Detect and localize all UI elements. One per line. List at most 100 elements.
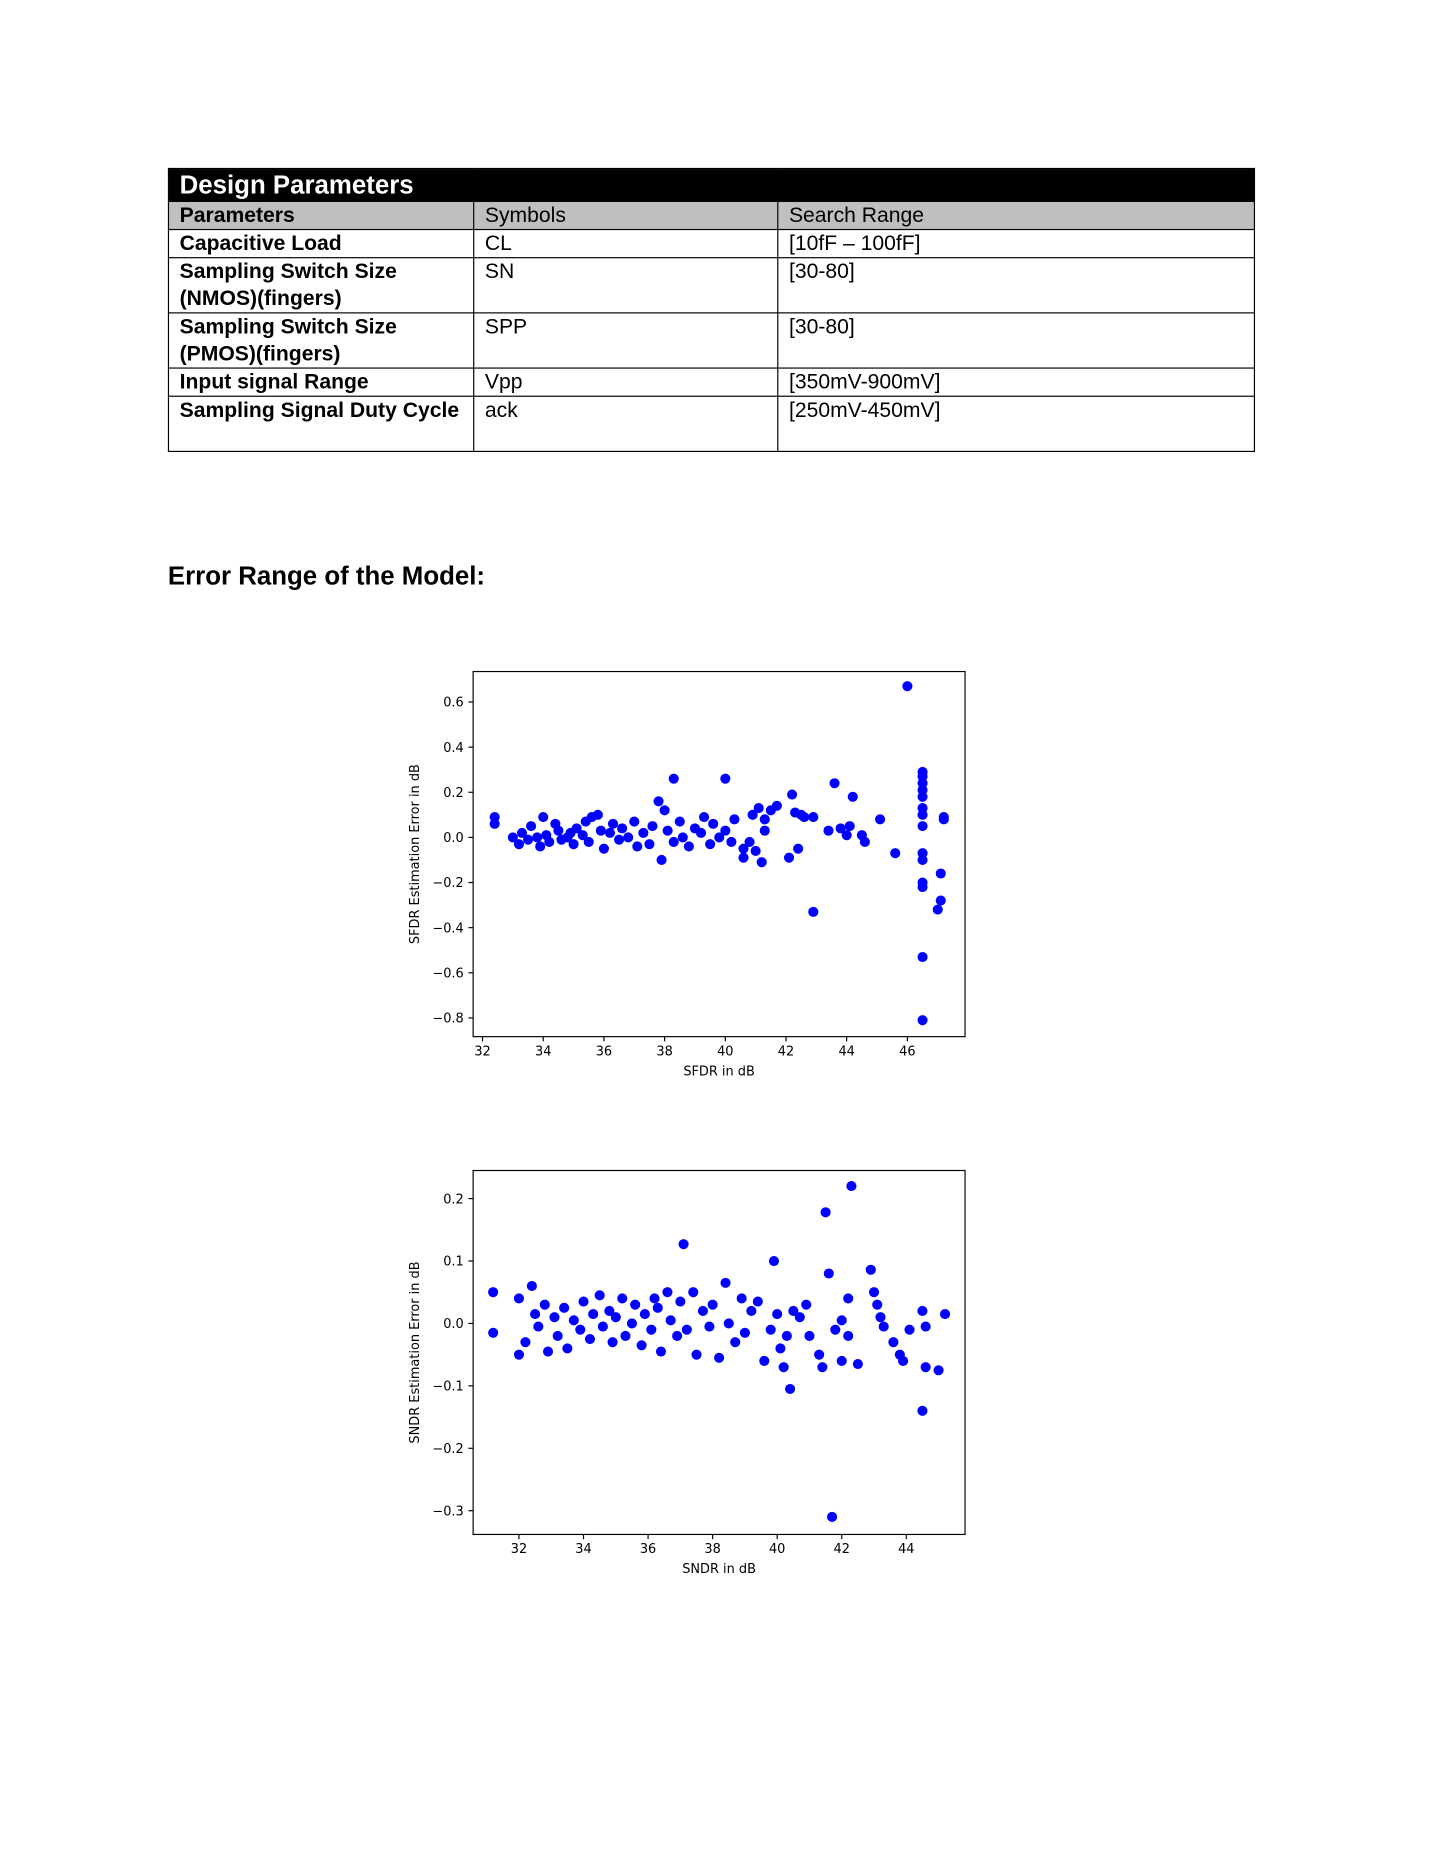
point (562, 1343, 573, 1354)
point (781, 1330, 792, 1341)
cell: Vpp (473, 367, 779, 397)
cell: CL (473, 228, 779, 259)
point (607, 1337, 618, 1348)
point (559, 1302, 570, 1313)
point (827, 1511, 838, 1523)
point (526, 1280, 537, 1292)
cell: [30-80] (777, 312, 1256, 369)
point (607, 818, 619, 829)
point (935, 868, 946, 879)
point (830, 1324, 841, 1335)
point (668, 773, 679, 784)
cell: [350mV-900mV] (777, 367, 1256, 397)
y-axis-label: SNDR Estimation Error in dB (408, 1261, 423, 1443)
point (544, 836, 555, 847)
point (890, 848, 901, 859)
point (577, 830, 588, 841)
point (917, 854, 928, 866)
point (610, 1312, 621, 1323)
point (720, 1277, 731, 1288)
point (841, 830, 852, 841)
point (584, 1334, 596, 1345)
point (526, 821, 537, 832)
point (655, 1346, 667, 1357)
point (677, 832, 688, 843)
point (752, 1296, 763, 1307)
y-tick-label: −0.8 (432, 1012, 463, 1027)
point (656, 854, 667, 866)
point (538, 812, 549, 823)
point (691, 1349, 702, 1360)
cell: Sampling Signal Duty Cycle (167, 395, 475, 452)
point (852, 1358, 863, 1370)
point (674, 816, 685, 827)
cell: SPP (473, 312, 779, 369)
point (902, 681, 913, 692)
point (729, 814, 740, 825)
point (568, 1315, 579, 1326)
point (823, 825, 834, 836)
point (747, 809, 758, 820)
row: Sampling Switch Size (NMOS)(fingers) SN [3… (167, 257, 1256, 314)
cell: [250mV-450mV] (777, 395, 1256, 452)
point (553, 825, 564, 836)
point (787, 789, 798, 800)
point (898, 1355, 909, 1366)
point (488, 1287, 499, 1298)
table-title: Design Parameters (167, 167, 1256, 202)
point (746, 1305, 757, 1317)
point (759, 825, 770, 836)
point (720, 825, 731, 836)
point (678, 1239, 689, 1250)
header-cell: Search Range (777, 200, 1256, 231)
point (888, 1337, 899, 1348)
x-tick-label: 36 (640, 1542, 656, 1557)
point (617, 823, 628, 834)
point (793, 843, 804, 854)
point (595, 825, 606, 836)
x-tick-label: 34 (575, 1542, 591, 1557)
point (847, 791, 858, 802)
row: Capacitive Load CL [10fF – 100fF] (167, 228, 1256, 259)
point (542, 1346, 554, 1357)
x-tick-label: 46 (899, 1044, 915, 1059)
point (532, 832, 543, 843)
point (835, 823, 846, 834)
point (875, 1312, 886, 1323)
y-tick-label: 0.0 (443, 831, 464, 846)
y-tick-label: 0.0 (443, 1317, 464, 1332)
plot-frame (472, 1169, 966, 1536)
section-heading: Error Range of the Model: (167, 561, 486, 591)
point (920, 1362, 931, 1373)
cell: Sampling Switch Size (NMOS)(fingers) (167, 257, 475, 314)
point (530, 1309, 541, 1320)
point (632, 841, 643, 852)
point (720, 773, 731, 784)
y-axis-label: SFDR Estimation Error in dB (408, 764, 423, 944)
point (768, 1255, 780, 1267)
point (568, 839, 579, 850)
point (917, 809, 928, 820)
cell: SN (473, 257, 779, 314)
point (836, 1315, 847, 1326)
point (578, 1296, 589, 1307)
point (623, 832, 634, 843)
point (801, 1299, 812, 1310)
point (588, 1309, 599, 1320)
point (489, 818, 500, 829)
point (823, 1268, 834, 1279)
point (523, 834, 534, 845)
point (723, 1318, 734, 1329)
point (726, 836, 737, 847)
x-tick-label: 44 (898, 1542, 914, 1557)
point (878, 1321, 889, 1332)
point (636, 1340, 647, 1351)
point (917, 951, 928, 963)
point (917, 1015, 928, 1026)
x-tick-label: 42 (778, 1044, 794, 1059)
y-tick-label: −0.3 (432, 1504, 463, 1519)
point (695, 827, 707, 838)
point (846, 1181, 857, 1192)
x-tick-label: 36 (596, 1044, 612, 1059)
